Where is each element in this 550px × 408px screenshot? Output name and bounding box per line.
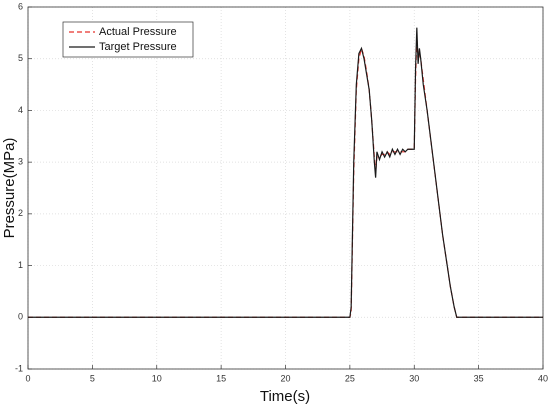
x-tick-label: 0 [25, 373, 30, 383]
y-axis-title: Pressure(MPa) [1, 138, 18, 239]
legend-label: Actual Pressure [99, 26, 177, 38]
x-tick-label: 15 [216, 373, 226, 383]
x-tick-label: 5 [90, 373, 95, 383]
x-axis-title: Time(s) [260, 388, 310, 405]
plot-frame [27, 6, 544, 370]
x-tick-label: 25 [345, 373, 355, 383]
legend-box [62, 21, 194, 58]
x-tick-label: 10 [152, 373, 162, 383]
y-tick-label: 5 [18, 53, 23, 63]
y-tick-label: 1 [18, 260, 23, 270]
x-tick-label: 30 [409, 373, 419, 383]
x-tick-label: 20 [280, 373, 290, 383]
y-tick-label: 0 [18, 312, 23, 322]
data-line [28, 27, 543, 318]
y-tick-label: 2 [18, 208, 23, 218]
y-tick-label: 3 [18, 157, 23, 167]
y-tick-label: 6 [18, 1, 23, 11]
y-tick-label: 4 [18, 105, 23, 115]
x-tick-label: 40 [538, 373, 548, 383]
x-tick-label: 35 [474, 373, 484, 383]
y-tick-label: -1 [15, 363, 23, 373]
legend-label: Target Pressure [99, 41, 177, 53]
